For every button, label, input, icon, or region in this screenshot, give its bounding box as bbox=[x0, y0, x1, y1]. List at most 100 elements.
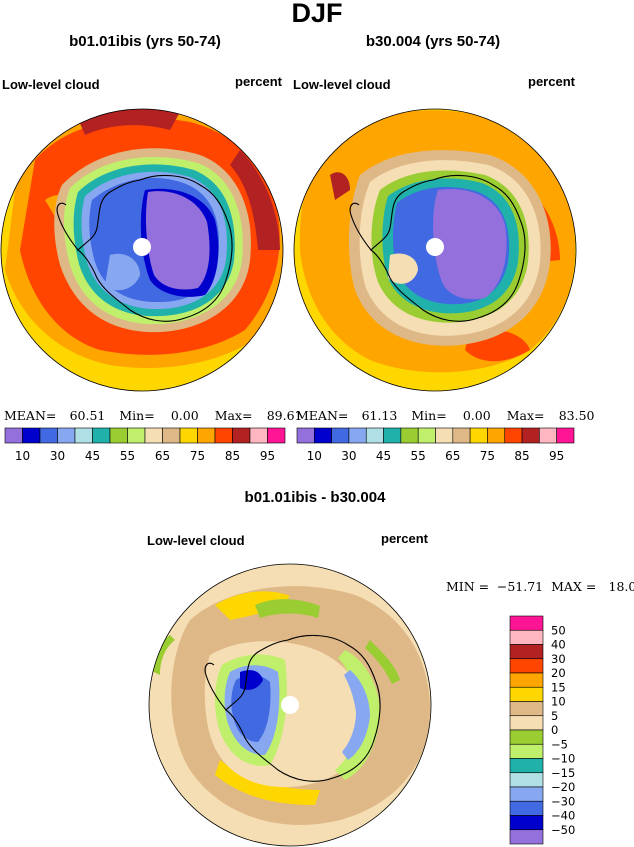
panel1-title: b01.01ibis (yrs 50-74) bbox=[69, 33, 221, 50]
colorbar-swatch bbox=[267, 427, 286, 444]
colorbar-swatch bbox=[22, 427, 41, 444]
colorbar-swatch bbox=[400, 427, 419, 444]
colorbar-tick-label: −5 bbox=[551, 737, 568, 751]
colorbar-swatch bbox=[509, 800, 544, 816]
colorbar-tick-label: 40 bbox=[551, 638, 566, 652]
colorbar-swatch bbox=[556, 427, 575, 444]
max-value: 18.05 bbox=[608, 579, 634, 594]
panel2-pole-hole bbox=[426, 238, 444, 256]
max-value: 83.50 bbox=[558, 408, 595, 423]
colorbar-swatch bbox=[39, 427, 58, 444]
colorbar-swatch bbox=[383, 427, 402, 444]
panel3-title: b01.01ibis - b30.004 bbox=[244, 489, 386, 506]
colorbar-swatch bbox=[509, 672, 544, 688]
panel3-stats: MIN = −51.71 MAX = 18.05 bbox=[446, 579, 634, 594]
colorbar-tick-label: 65 bbox=[445, 449, 460, 463]
colorbar-swatch bbox=[509, 772, 544, 788]
colorbar-swatch bbox=[214, 427, 233, 444]
colorbar-swatch bbox=[331, 427, 350, 444]
colorbar-swatch bbox=[509, 686, 544, 702]
colorbar-swatch bbox=[521, 427, 540, 444]
panel2-units-label: percent bbox=[528, 74, 575, 89]
colorbar-swatch bbox=[109, 427, 128, 444]
min-value: −51.71 bbox=[496, 579, 544, 594]
panel2-colorbar: 10 30 45 55 65 75 85 95 bbox=[296, 427, 575, 463]
colorbar-tick-label: −10 bbox=[551, 752, 575, 766]
figure-title: DJF bbox=[291, 0, 343, 28]
max-label: MAX = bbox=[551, 579, 597, 594]
colorbar-tick-label: 55 bbox=[411, 449, 426, 463]
colorbar-swatch bbox=[469, 427, 488, 444]
min-value: 0.00 bbox=[462, 408, 491, 423]
colorbar-tick-label: −40 bbox=[551, 809, 575, 823]
colorbar-tick-label: 65 bbox=[155, 449, 170, 463]
colorbar-swatch bbox=[74, 427, 93, 444]
panel1-coastline bbox=[56, 174, 233, 322]
colorbar-tick-label: 85 bbox=[514, 449, 529, 463]
panel1-units-label: percent bbox=[235, 74, 282, 89]
colorbar-tick-label: 30 bbox=[551, 652, 566, 666]
colorbar-tick-label: 10 bbox=[15, 449, 30, 463]
colorbar-tick-label: 30 bbox=[50, 449, 65, 463]
panel3-coastline bbox=[204, 634, 381, 782]
colorbar-tick-label: 10 bbox=[551, 695, 566, 709]
colorbar-tick-label: 45 bbox=[376, 449, 391, 463]
colorbar-swatch bbox=[4, 427, 23, 444]
colorbar-tick-label: −50 bbox=[551, 823, 575, 837]
colorbar-swatch bbox=[179, 427, 198, 444]
panel2-field-label: Low-level cloud bbox=[293, 77, 391, 92]
colorbar-swatch bbox=[92, 427, 111, 444]
panel1-pole-hole bbox=[133, 238, 151, 256]
panel1-map bbox=[1, 109, 283, 391]
colorbar-swatch bbox=[509, 615, 544, 631]
colorbar-swatch bbox=[452, 427, 471, 444]
panel1-field-label: Low-level cloud bbox=[2, 77, 100, 92]
colorbar-tick-label: 85 bbox=[225, 449, 240, 463]
colorbar-tick-label: 55 bbox=[120, 449, 135, 463]
colorbar-swatch bbox=[504, 427, 523, 444]
colorbar-swatch bbox=[487, 427, 506, 444]
mean-label: MEAN= bbox=[296, 408, 349, 423]
colorbar-tick-label: −30 bbox=[551, 794, 575, 808]
colorbar-tick-label: 95 bbox=[549, 449, 564, 463]
panel3-map-border bbox=[148, 563, 432, 847]
colorbar-swatch bbox=[509, 815, 544, 831]
colorbar-swatch bbox=[296, 427, 315, 444]
colorbar-tick-label: 10 bbox=[307, 449, 322, 463]
colorbar-swatch bbox=[509, 758, 544, 774]
panel2-map-border bbox=[293, 108, 577, 392]
colorbar-swatch bbox=[509, 658, 544, 674]
mean-label: MEAN= bbox=[4, 408, 57, 423]
colorbar-tick-label: 50 bbox=[551, 623, 566, 637]
colorbar-swatch bbox=[509, 829, 544, 845]
colorbar-swatch bbox=[435, 427, 454, 444]
panel3-pole-hole bbox=[281, 696, 299, 714]
colorbar-swatch bbox=[509, 715, 544, 731]
colorbar-tick-label: 75 bbox=[480, 449, 495, 463]
colorbar-swatch bbox=[232, 427, 251, 444]
panel2-stats: MEAN= 61.13 Min= 0.00 Max= 83.50 bbox=[296, 408, 594, 423]
colorbar-swatch bbox=[509, 729, 544, 745]
min-label: MIN = bbox=[446, 579, 490, 594]
mean-value: 60.51 bbox=[69, 408, 106, 423]
panel2-title: b30.004 (yrs 50-74) bbox=[365, 33, 501, 50]
colorbar-swatch bbox=[417, 427, 436, 444]
colorbar-swatch bbox=[539, 427, 557, 444]
colorbar-swatch bbox=[162, 427, 181, 444]
min-value: 0.00 bbox=[170, 408, 199, 423]
colorbar-tick-label: 20 bbox=[551, 666, 566, 680]
colorbar-swatch bbox=[57, 427, 76, 444]
colorbar-tick-label: 5 bbox=[551, 709, 558, 723]
colorbar-tick-label: 45 bbox=[85, 449, 100, 463]
panel3-field-label: Low-level cloud bbox=[147, 533, 245, 548]
panel1-colorbar: 10 30 45 55 65 75 85 95 bbox=[4, 427, 286, 463]
colorbar-tick-label: 75 bbox=[190, 449, 205, 463]
mean-value: 61.13 bbox=[361, 408, 398, 423]
colorbar-swatch bbox=[509, 786, 544, 802]
panel1-stats: MEAN= 60.51 Min= 0.00 Max= 89.61 bbox=[4, 408, 302, 423]
max-label: Max= bbox=[214, 408, 253, 423]
colorbar-swatch bbox=[509, 644, 544, 660]
colorbar-tick-label: −15 bbox=[551, 766, 575, 780]
